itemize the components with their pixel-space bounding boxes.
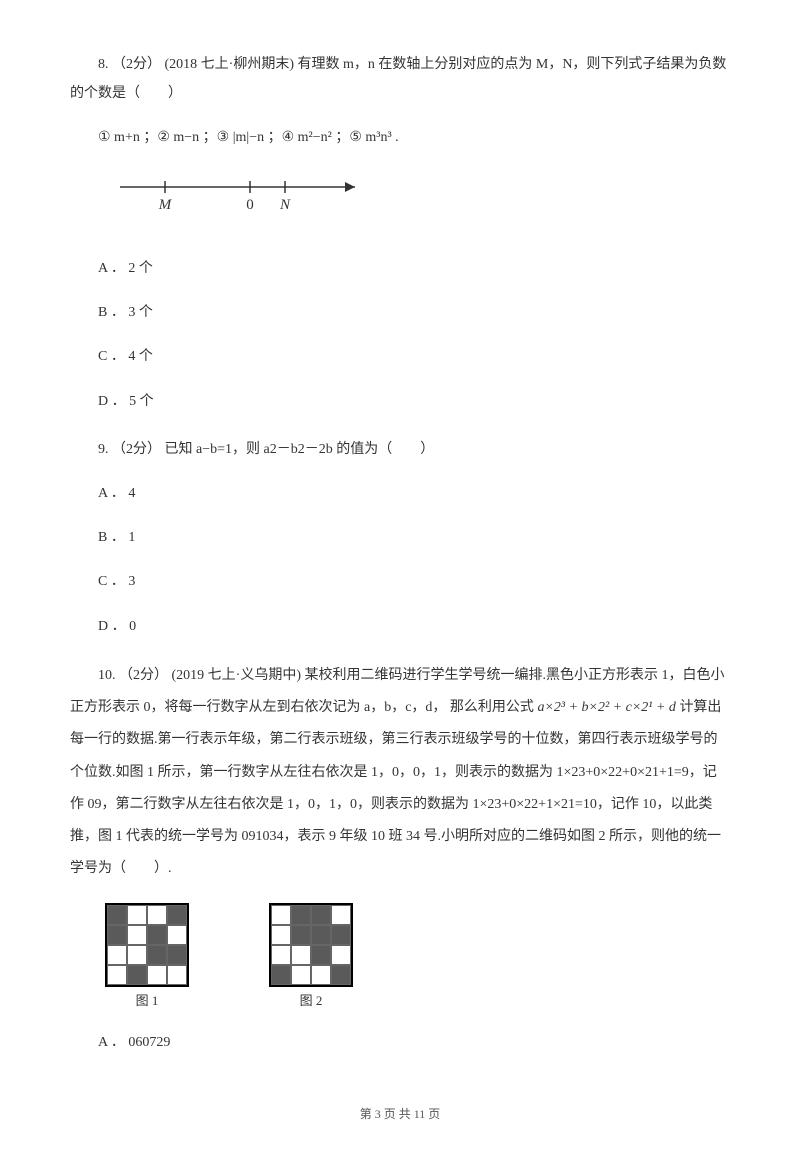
qr-cell: [291, 945, 311, 965]
qr-cell: [147, 905, 167, 925]
q10-stem-post: 计算出每一行的数据.第一行表示年级，第二行表示班级，第三行表示班级学号的十位数，…: [70, 700, 721, 876]
q10-stem: 10. （2分） (2019 七上·义乌期中) 某校利用二维码进行学生学号统一编…: [70, 660, 730, 885]
qr-grid-2: [269, 903, 353, 987]
qr-cell: [127, 945, 147, 965]
svg-text:0: 0: [246, 197, 254, 213]
qr-cell: [311, 925, 331, 945]
qr-grid-1: [105, 903, 189, 987]
question-9: 9. （2分） 已知 a−b=1，则 a2－b2－2b 的值为（ ） A ． 4…: [70, 435, 730, 638]
qr-label-2: 图 2: [269, 991, 353, 1012]
qr-cell: [291, 965, 311, 985]
qr-cell: [291, 925, 311, 945]
qr-cell: [271, 965, 291, 985]
qr-figures: 图 1 图 2: [105, 903, 730, 1012]
qr-label-1: 图 1: [105, 991, 189, 1012]
qr-cell: [147, 945, 167, 965]
svg-text:M: M: [158, 197, 173, 213]
qr-cell: [107, 965, 127, 985]
q9-option-b: B ． 1: [70, 527, 730, 549]
qr-cell: [311, 905, 331, 925]
qr-cell: [291, 905, 311, 925]
qr-cell: [331, 925, 351, 945]
qr-cell: [311, 945, 331, 965]
qr-cell: [331, 965, 351, 985]
qr-cell: [331, 945, 351, 965]
qr-cell: [167, 905, 187, 925]
q10-option-a: A ． 060729: [70, 1032, 730, 1054]
qr-cell: [167, 945, 187, 965]
qr-cell: [127, 965, 147, 985]
qr-cell: [311, 965, 331, 985]
q8-expressions: ① m+n ；② m−n ；③ |m|−n ；④ m²−n² ；⑤ m³n³ .: [70, 127, 730, 149]
qr-fig2: 图 2: [269, 903, 353, 1012]
q8-option-a: A ． 2 个: [70, 258, 730, 280]
qr-cell: [127, 925, 147, 945]
q8-stem: 8. （2分） (2018 七上·柳州期末) 有理数 m，n 在数轴上分别对应的…: [70, 50, 730, 109]
qr-cell: [107, 945, 127, 965]
question-8: 8. （2分） (2018 七上·柳州期末) 有理数 m，n 在数轴上分别对应的…: [70, 50, 730, 413]
q9-stem: 9. （2分） 已知 a−b=1，则 a2－b2－2b 的值为（ ）: [70, 435, 730, 464]
qr-fig1: 图 1: [105, 903, 189, 1012]
q8-option-d: D ． 5 个: [70, 391, 730, 413]
q8-numberline: M 0 N: [110, 169, 730, 231]
page-footer: 第 3 页 共 11 页: [70, 1105, 730, 1124]
qr-cell: [331, 905, 351, 925]
qr-cell: [147, 965, 167, 985]
qr-cell: [107, 905, 127, 925]
qr-cell: [271, 945, 291, 965]
qr-cell: [107, 925, 127, 945]
qr-cell: [271, 905, 291, 925]
qr-cell: [167, 965, 187, 985]
q8-option-b: B ． 3 个: [70, 302, 730, 324]
qr-cell: [147, 925, 167, 945]
svg-text:N: N: [279, 197, 291, 213]
question-10: 10. （2分） (2019 七上·义乌期中) 某校利用二维码进行学生学号统一编…: [70, 660, 730, 1055]
q8-option-c: C ． 4 个: [70, 346, 730, 368]
q9-option-a: A ． 4: [70, 483, 730, 505]
numberline-svg: M 0 N: [110, 169, 370, 223]
qr-cell: [127, 905, 147, 925]
q10-formula: a×2³ + b×2² + c×2¹ + d: [537, 700, 676, 715]
qr-cell: [167, 925, 187, 945]
qr-cell: [271, 925, 291, 945]
q9-option-d: D ． 0: [70, 616, 730, 638]
q9-option-c: C ． 3: [70, 571, 730, 593]
